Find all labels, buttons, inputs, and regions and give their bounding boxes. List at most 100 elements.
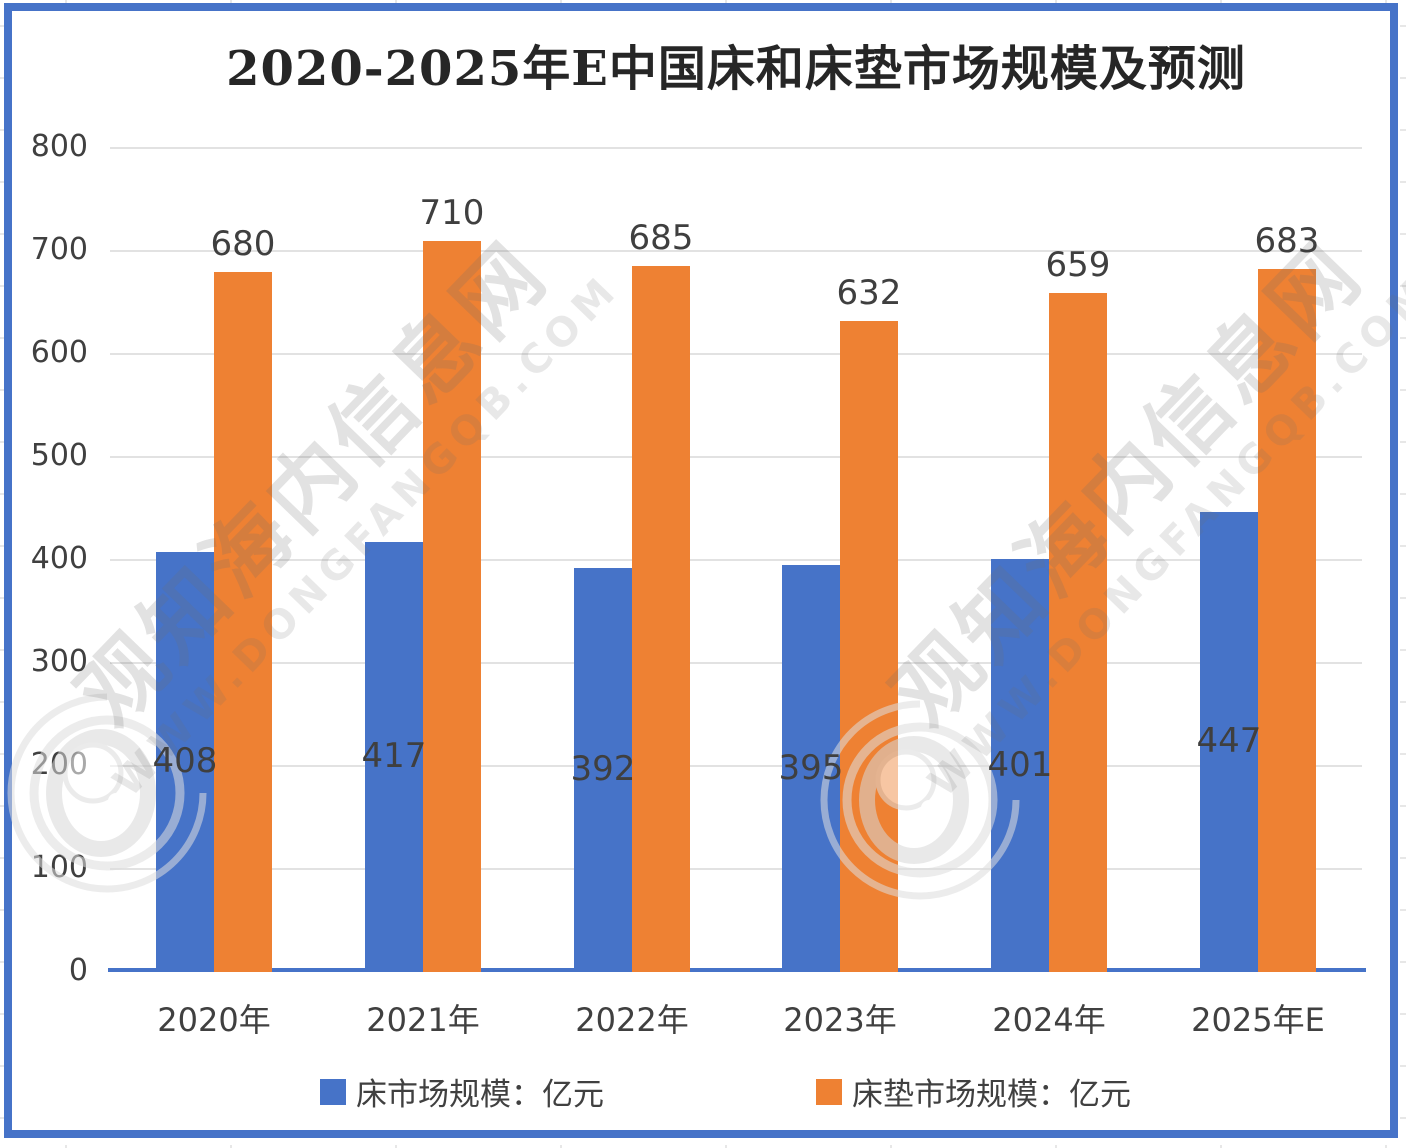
ytick-100: 100 [30,850,88,885]
sheet-gridline [1400,389,1406,391]
sheet-gridline [1055,0,1057,3]
sheet-gridline [395,0,397,3]
sheet-gridline [0,233,4,235]
chart-title: 2020-2025年E中国床和床垫市场规模及预测 [226,41,1246,97]
sheet-gridline [1220,0,1222,3]
sheet-gridline [0,545,4,547]
sheet-gridline [0,441,4,443]
xlabel-2022年: 2022年 [575,1001,689,1039]
bar-bed-2025年E [1200,512,1258,972]
bar-mattress-2021年 [423,241,481,972]
sheet-gridline [0,285,4,287]
sheet-gridline [395,1145,397,1148]
ytick-500: 500 [30,438,88,473]
bar-mattress-2022年 [632,266,690,972]
sheet-gridline [0,25,4,27]
bar-bed-2022年 [574,568,632,972]
sheet-gridline [0,857,4,859]
sheet-gridline [0,493,4,495]
sheet-gridline [0,181,4,183]
sheet-gridline [1400,1065,1406,1067]
bar-mattress-2025年E [1258,269,1316,972]
gridline-800 [110,147,1362,149]
bar-mattress-2023年 [840,321,898,972]
ytick-300: 300 [30,644,88,679]
sheet-gridline [65,0,67,3]
ytick-400: 400 [30,541,88,576]
sheet-gridline [65,1145,67,1148]
sheet-gridline [0,961,4,963]
sheet-gridline [1400,649,1406,651]
gridline-600 [110,353,1362,355]
sheet-gridline [1400,441,1406,443]
sheet-gridline [1400,753,1406,755]
gridline-100 [110,868,1362,870]
sheet-gridline [1400,701,1406,703]
bar-mattress-2020年 [214,272,272,972]
bar-label-mattress-2023年: 632 [836,273,902,313]
sheet-gridline [1400,233,1406,235]
sheet-gridline [1385,0,1387,3]
legend-swatch-bed [320,1078,346,1105]
bar-label-bed-2020年: 408 [152,741,218,781]
sheet-gridline [0,77,4,79]
sheet-gridline [1400,909,1406,911]
sheet-gridline [1400,1013,1406,1015]
sheet-gridline [1400,805,1406,807]
sheet-gridline [1400,597,1406,599]
legend-swatch-mattress [816,1078,842,1105]
bar-label-bed-2025年E: 447 [1196,721,1262,761]
sheet-gridline [890,1145,892,1148]
sheet-gridline [1400,545,1406,547]
sheet-gridline [0,701,4,703]
sheet-gridline [1055,1145,1057,1148]
sheet-gridline [0,805,4,807]
sheet-gridline [1400,1117,1406,1119]
ytick-600: 600 [30,335,88,370]
sheet-gridline [1400,181,1406,183]
bar-label-mattress-2021年: 710 [419,193,485,233]
sheet-gridline [1385,1145,1387,1148]
sheet-gridline [1400,857,1406,859]
sheet-gridline [560,0,562,3]
legend-label-bed: 床市场规模：亿元 [356,1077,604,1113]
bar-label-bed-2022年: 392 [570,749,636,789]
gridline-400 [110,559,1362,561]
sheet-gridline [0,909,4,911]
plot-area: 0 100 200 300 400 500 600 700 800 408 680 2020年 417 7… [12,11,1390,1130]
bar-label-bed-2023年: 395 [778,748,844,788]
x-axis-line [108,968,1366,972]
legend-label-mattress: 床垫市场规模：亿元 [852,1077,1131,1113]
sheet-gridline [0,1013,4,1015]
bar-label-mattress-2024年: 659 [1045,245,1111,285]
sheet-gridline [1400,337,1406,339]
ytick-800: 800 [30,129,88,164]
sheet-gridline [1400,285,1406,287]
sheet-gridline [890,0,892,3]
legend-item-mattress: 床垫市场规模：亿元 [816,1069,1131,1114]
gridline-700 [110,250,1362,252]
sheet-gridline [230,0,232,3]
xlabel-2021年: 2021年 [366,1001,480,1039]
ytick-700: 700 [30,232,88,267]
bar-label-mattress-2022年: 685 [628,218,694,258]
gridline-300 [110,662,1362,664]
gridline-200 [110,765,1362,767]
bar-mattress-2024年 [1049,293,1107,972]
ytick-200: 200 [30,747,88,782]
sheet-gridline [0,337,4,339]
sheet-gridline [1400,129,1406,131]
bar-label-bed-2024年: 401 [987,745,1053,785]
xlabel-2023年: 2023年 [783,1001,897,1039]
sheet-gridline [1400,77,1406,79]
sheet-gridline [560,1145,562,1148]
sheet-gridline [0,1065,4,1067]
ytick-0: 0 [68,953,88,988]
sheet-gridline [1220,1145,1222,1148]
sheet-gridline [0,129,4,131]
sheet-gridline [1400,493,1406,495]
bar-label-mattress-2025年E: 683 [1254,221,1320,261]
xlabel-2024年: 2024年 [992,1001,1106,1039]
sheet-gridline [0,1117,4,1119]
xlabel-2025年E: 2025年E [1191,1001,1325,1039]
